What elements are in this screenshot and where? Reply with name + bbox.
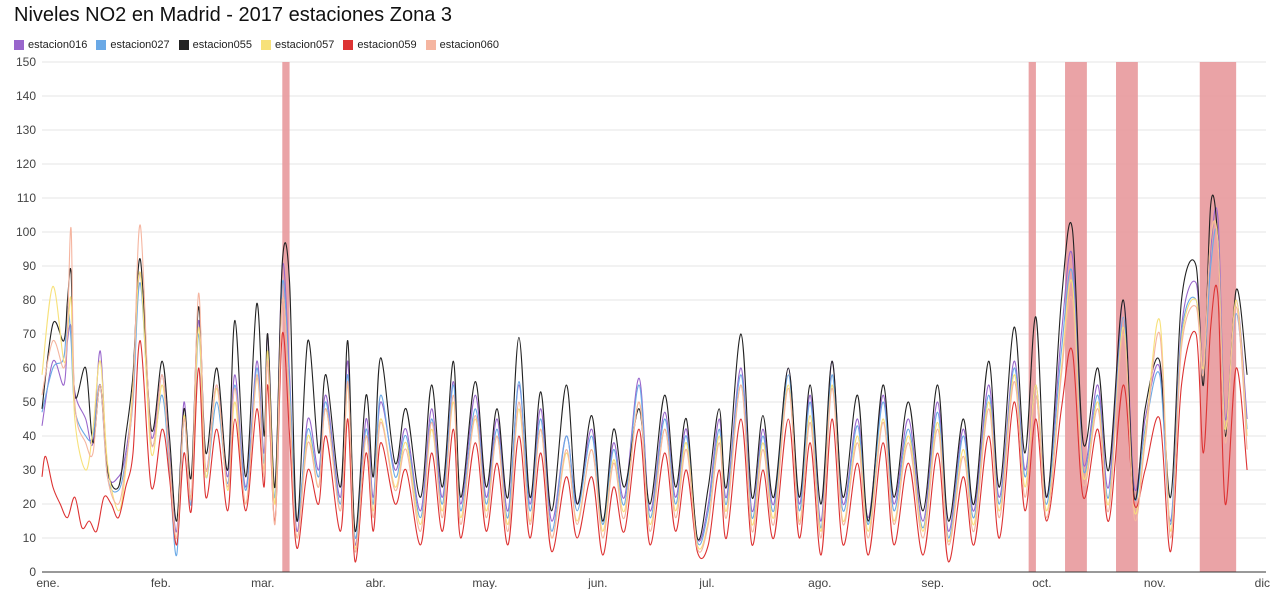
chart-legend: estacion016 estacion027 estacion055 estacio…	[14, 38, 508, 52]
series-line-estacion060	[41, 220, 1248, 553]
legend-item: estacion016	[14, 39, 87, 51]
x-tick-label: nov.	[1144, 576, 1166, 589]
legend-label: estacion057	[274, 39, 335, 51]
y-tick-label: 110	[17, 191, 36, 205]
x-tick-label: may.	[472, 576, 497, 589]
legend-swatch	[425, 40, 436, 50]
x-tick-label: mar.	[251, 576, 274, 589]
x-tick-label: ene.	[36, 576, 59, 589]
y-tick-label: 20	[23, 497, 37, 511]
x-tick-label: jul.	[698, 576, 714, 589]
legend-item: estacion060	[425, 39, 499, 51]
highlight-band	[1116, 62, 1138, 572]
legend-swatch	[14, 40, 24, 50]
y-tick-label: 80	[23, 293, 37, 307]
highlight-band	[1199, 62, 1237, 572]
x-tick-label: sep.	[921, 576, 944, 589]
legend-label: estacion055	[192, 39, 252, 51]
legend-label: estacion027	[110, 39, 170, 51]
legend-swatch	[178, 40, 189, 50]
y-tick-label: 130	[16, 123, 36, 137]
x-tick-label: dic.	[1255, 576, 1271, 589]
legend-label: estacion059	[357, 39, 417, 51]
legend-swatch	[260, 40, 271, 50]
legend-label: estacion016	[28, 39, 88, 51]
legend-label: estacion060	[439, 39, 499, 51]
x-tick-label: ago.	[808, 576, 831, 589]
y-tick-label: 100	[16, 225, 36, 239]
series-line-estacion059	[41, 284, 1248, 563]
legend-item: estacion059	[343, 39, 417, 51]
y-tick-label: 150	[16, 55, 36, 69]
legend-item: estacion027	[96, 39, 170, 51]
y-tick-label: 10	[23, 531, 37, 545]
y-tick-label: 120	[16, 157, 36, 171]
chart-title: Niveles NO2 en Madrid - 2017 estaciones …	[14, 4, 453, 26]
legend-item: estacion057	[260, 39, 335, 51]
highlight-band	[1028, 62, 1036, 572]
x-tick-label: abr.	[366, 576, 386, 589]
legend-item: estacion055	[178, 39, 252, 51]
series-line-estacion055	[41, 194, 1248, 541]
x-tick-label: feb.	[151, 576, 171, 589]
y-tick-label: 40	[23, 429, 37, 443]
legend-swatch	[343, 40, 354, 50]
x-tick-label: jun.	[587, 576, 607, 589]
y-tick-label: 50	[23, 395, 37, 409]
legend-swatch	[96, 40, 107, 50]
y-tick-label: 70	[23, 327, 37, 341]
y-tick-label: 90	[23, 259, 37, 273]
y-tick-label: 60	[23, 361, 37, 375]
x-tick-label: oct.	[1032, 576, 1051, 589]
y-tick-label: 0	[29, 565, 36, 579]
y-tick-label: 30	[23, 463, 37, 477]
y-tick-label: 140	[16, 89, 36, 103]
